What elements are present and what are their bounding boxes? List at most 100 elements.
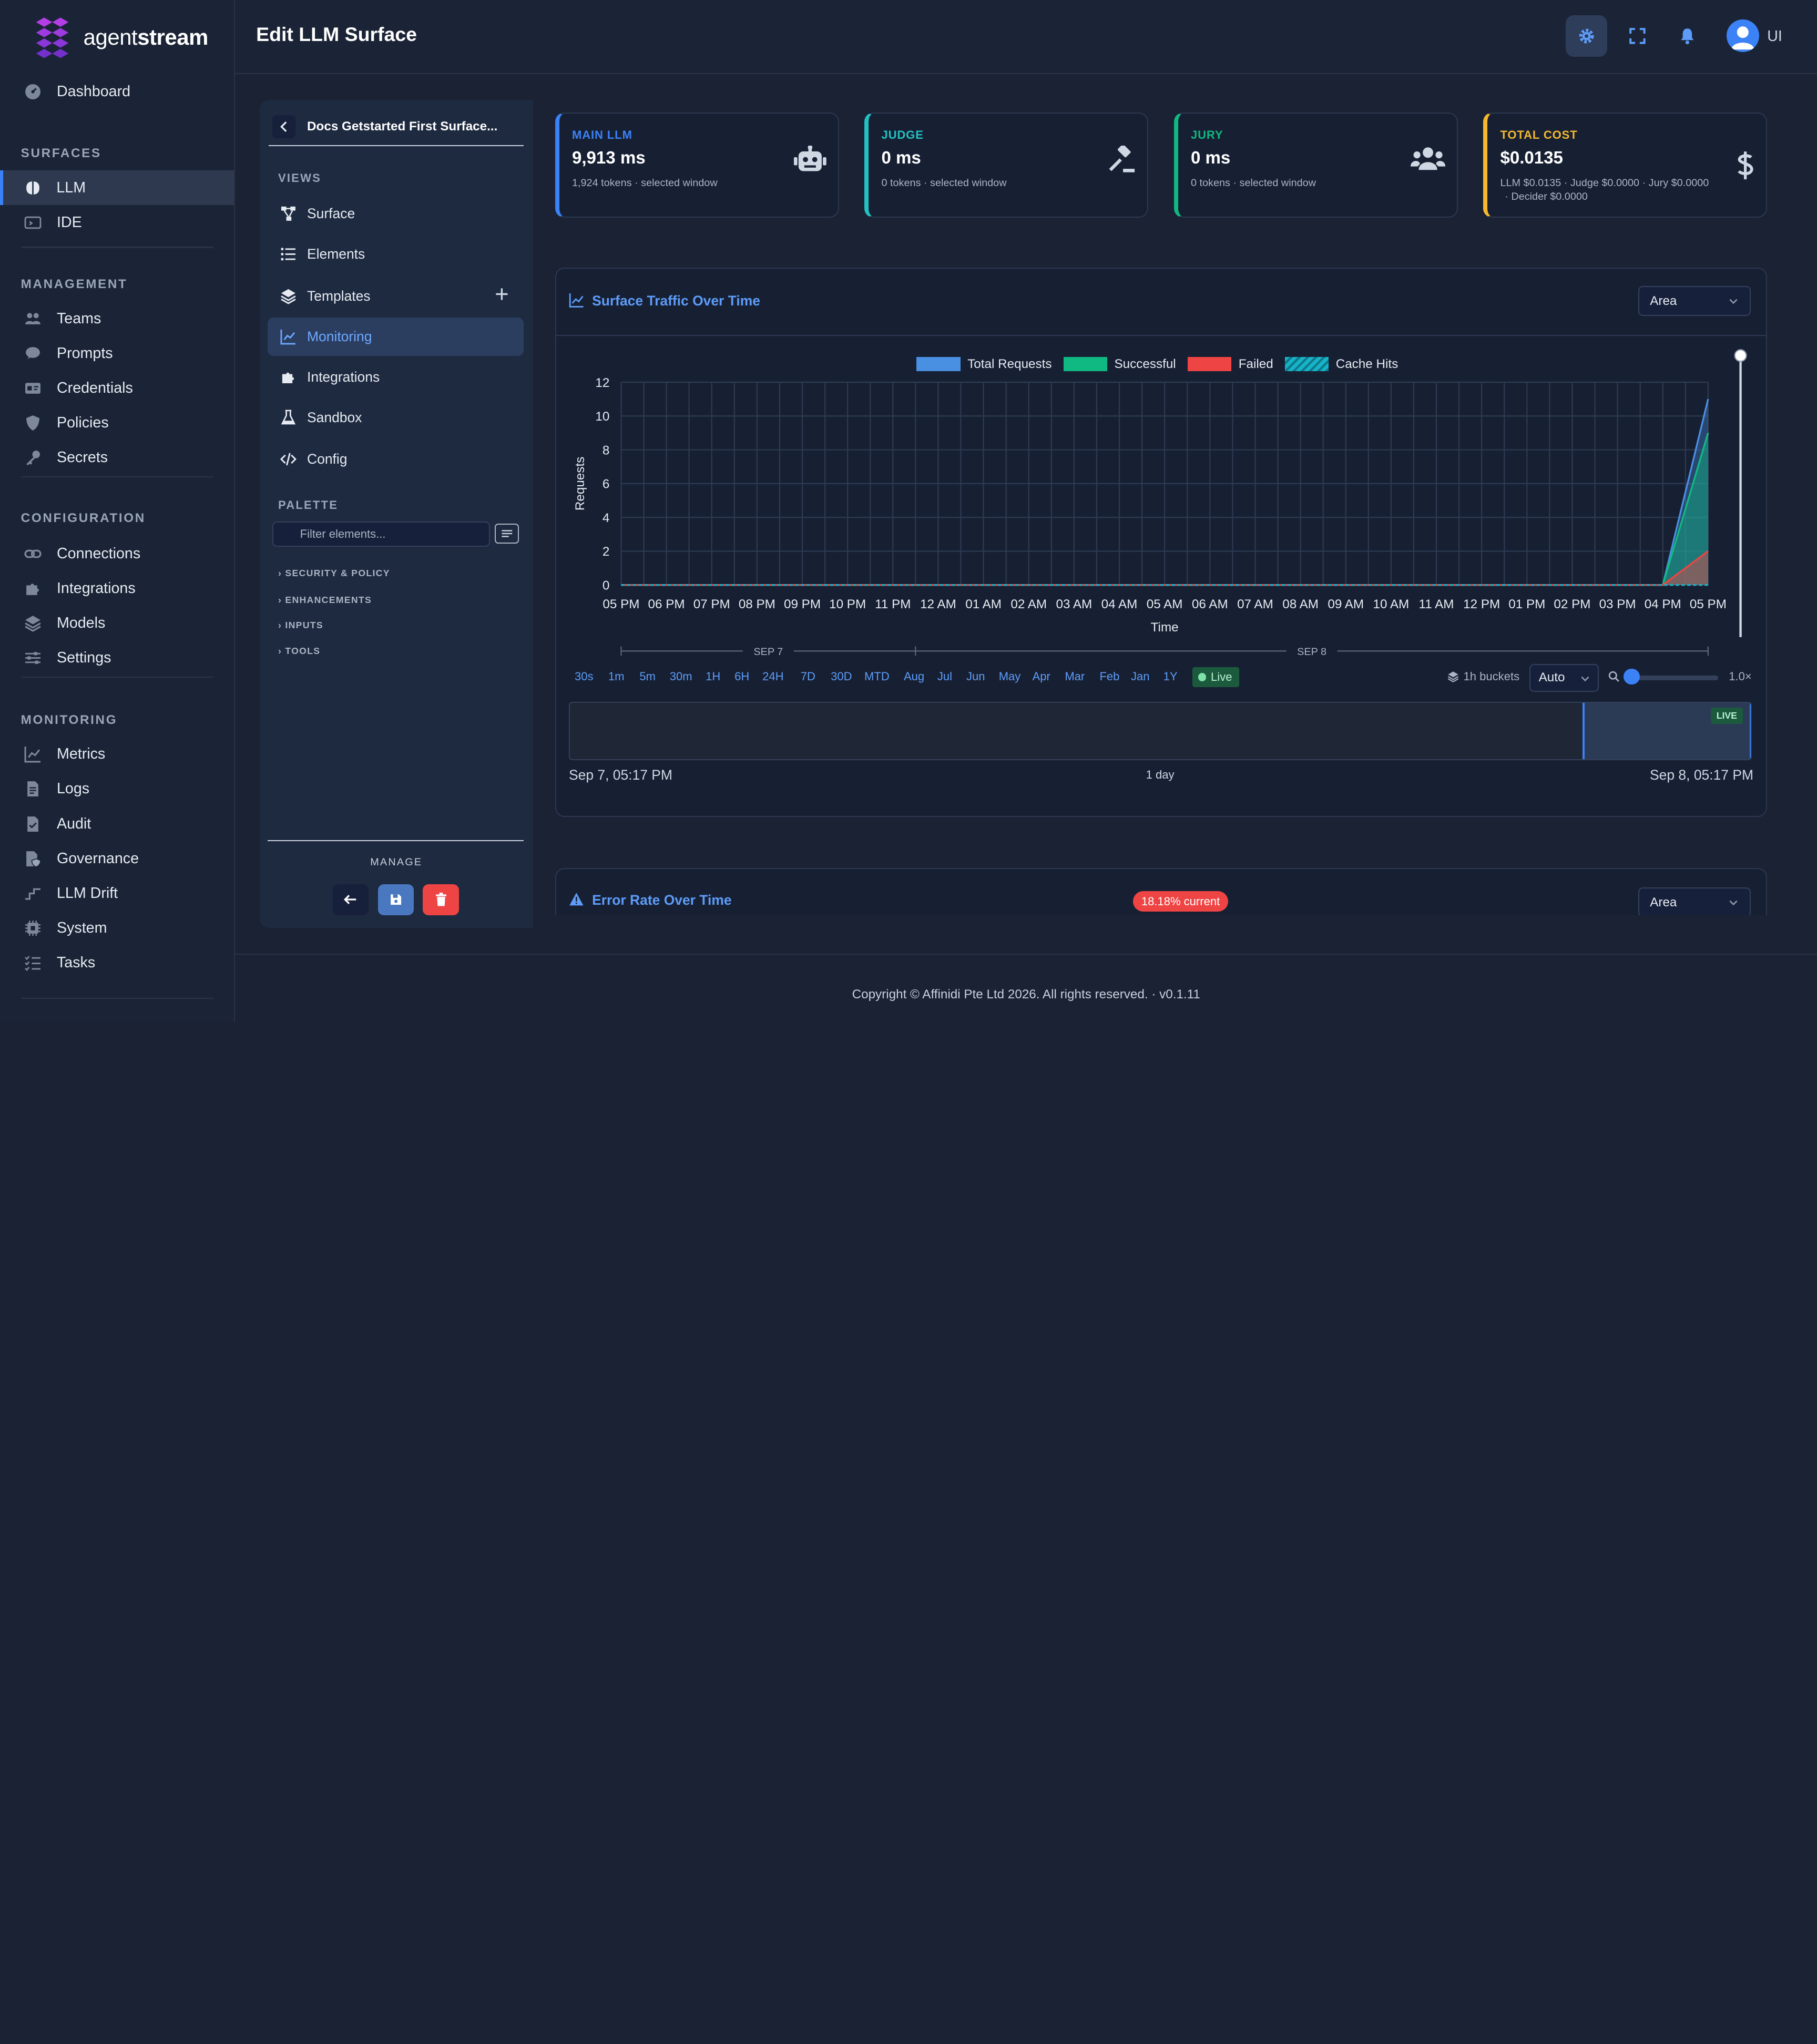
y-tick-label: 12 bbox=[595, 376, 609, 390]
user-initials[interactable]: UI bbox=[1767, 27, 1782, 45]
range-button-jun[interactable]: Jun bbox=[966, 669, 985, 683]
back-arrow-button[interactable] bbox=[332, 884, 369, 916]
back-button[interactable] bbox=[272, 115, 296, 139]
manage-label: MANAGE bbox=[370, 856, 423, 868]
group-security-policy[interactable]: › SECURITY & POLICY bbox=[278, 568, 390, 578]
users-icon bbox=[25, 312, 41, 324]
range-button-1y[interactable]: 1Y bbox=[1163, 669, 1178, 683]
legend-label: Total Requests bbox=[967, 356, 1052, 371]
range-button-30d[interactable]: 30D bbox=[831, 669, 852, 683]
range-button-7d[interactable]: 7D bbox=[800, 669, 815, 683]
nav-policies[interactable]: Policies bbox=[0, 405, 234, 440]
legend-swatch-total bbox=[916, 357, 961, 371]
range-button-1m[interactable]: 1m bbox=[608, 669, 625, 683]
nav-label: Dashboard bbox=[56, 83, 131, 100]
timeline-selection[interactable]: LIVE bbox=[1583, 703, 1751, 759]
fullscreen-button[interactable] bbox=[1617, 15, 1658, 57]
zoom-slider-track[interactable] bbox=[1624, 675, 1719, 680]
view-integrations[interactable]: Integrations bbox=[268, 358, 524, 396]
list-icon bbox=[281, 248, 296, 261]
user-avatar[interactable] bbox=[1727, 19, 1759, 53]
error-chart-type-select[interactable]: Area bbox=[1638, 887, 1751, 916]
live-indicator[interactable]: Live bbox=[1192, 667, 1239, 687]
range-button-jul[interactable]: Jul bbox=[937, 669, 953, 683]
save-button[interactable] bbox=[377, 884, 414, 916]
view-elements[interactable]: Elements bbox=[268, 235, 524, 273]
surface-back-row[interactable]: Docs Getstarted First Surface... bbox=[269, 109, 524, 146]
view-label: Elements bbox=[307, 246, 365, 262]
timeline-brush[interactable]: LIVE bbox=[568, 702, 1752, 760]
list-view-button[interactable] bbox=[495, 524, 519, 544]
nav-models[interactable]: Models bbox=[0, 606, 234, 641]
range-button-6h[interactable]: 6H bbox=[734, 669, 750, 683]
range-button-feb[interactable]: Feb bbox=[1099, 669, 1120, 683]
view-label: Monitoring bbox=[307, 328, 372, 344]
zoom-slider-thumb[interactable] bbox=[1623, 668, 1640, 685]
nav-governance[interactable]: Governance bbox=[0, 841, 234, 876]
bucket-select[interactable]: Auto bbox=[1529, 663, 1599, 692]
nav-settings[interactable]: Settings bbox=[0, 641, 234, 676]
nav-dashboard[interactable]: Dashboard bbox=[0, 74, 234, 109]
chart-type-select[interactable]: Area bbox=[1638, 286, 1751, 316]
range-button-mar[interactable]: Mar bbox=[1065, 669, 1085, 683]
range-button-1h[interactable]: 1H bbox=[706, 669, 721, 683]
group-tools[interactable]: › TOOLS bbox=[278, 645, 321, 656]
nav-label: Metrics bbox=[56, 745, 106, 763]
range-button-30m[interactable]: 30m bbox=[669, 669, 692, 683]
nav-audit[interactable]: Audit bbox=[0, 806, 234, 841]
card-title: MAIN LLM bbox=[571, 128, 632, 142]
nav-label: Logs bbox=[56, 780, 90, 798]
nav-tasks[interactable]: Tasks bbox=[0, 946, 234, 980]
range-button-5m[interactable]: 5m bbox=[639, 669, 656, 683]
range-button-jan[interactable]: Jan bbox=[1130, 669, 1150, 683]
nav-connections[interactable]: Connections bbox=[0, 536, 234, 571]
view-surface[interactable]: Surface bbox=[268, 195, 524, 233]
brand-logo[interactable]: agentstream bbox=[33, 15, 208, 59]
card-value: 9,913 ms bbox=[571, 148, 646, 168]
nav-metrics[interactable]: Metrics bbox=[0, 737, 234, 772]
users-icon bbox=[1410, 147, 1445, 170]
nav-prompts[interactable]: Prompts bbox=[0, 336, 234, 371]
range-button-apr[interactable]: Apr bbox=[1032, 669, 1050, 683]
nav-logs[interactable]: Logs bbox=[0, 772, 234, 806]
range-button-aug[interactable]: Aug bbox=[903, 669, 925, 683]
id-card-icon bbox=[25, 383, 41, 394]
x-tick-label: 02 AM bbox=[1010, 597, 1047, 611]
nav-ide[interactable]: IDE bbox=[0, 205, 234, 240]
add-template-icon[interactable] bbox=[494, 286, 510, 302]
agentstream-logo-icon bbox=[36, 17, 69, 58]
nav-integrations[interactable]: Integrations bbox=[0, 571, 234, 606]
y-tick-label: 10 bbox=[595, 410, 609, 424]
range-button-30s[interactable]: 30s bbox=[575, 669, 594, 683]
nav-credentials[interactable]: Credentials bbox=[0, 371, 234, 405]
delete-button[interactable] bbox=[423, 884, 459, 916]
filter-elements-input[interactable] bbox=[272, 521, 491, 547]
x-tick-label: 01 AM bbox=[965, 597, 1002, 611]
nav-divider bbox=[21, 247, 213, 248]
y-tick-label: 6 bbox=[603, 477, 609, 492]
view-config[interactable]: Config bbox=[268, 441, 524, 479]
view-templates[interactable]: Templates bbox=[268, 277, 524, 315]
chevron-down-icon bbox=[1581, 676, 1589, 682]
nav-llm[interactable]: LLM bbox=[0, 170, 234, 206]
range-button-may[interactable]: May bbox=[998, 669, 1021, 683]
range-button-mtd[interactable]: MTD bbox=[864, 669, 890, 683]
code-icon bbox=[280, 453, 297, 466]
view-monitoring[interactable]: Monitoring bbox=[268, 317, 524, 356]
nodes-icon bbox=[281, 207, 296, 221]
range-button-24h[interactable]: 24H bbox=[762, 669, 784, 683]
group-inputs[interactable]: › INPUTS bbox=[278, 620, 323, 631]
dollar-icon bbox=[1738, 151, 1753, 180]
nav-secrets[interactable]: Secrets bbox=[0, 441, 234, 475]
nav-teams[interactable]: Teams bbox=[0, 301, 234, 336]
view-sandbox[interactable]: Sandbox bbox=[268, 398, 524, 437]
nav-system[interactable]: System bbox=[0, 911, 234, 945]
trash-icon bbox=[435, 893, 446, 906]
chevron-down-icon bbox=[1729, 900, 1738, 905]
nav-llm-drift[interactable]: LLM Drift bbox=[0, 876, 234, 911]
nav-label: Governance bbox=[56, 850, 139, 867]
view-label: Surface bbox=[307, 206, 355, 222]
notifications-button[interactable] bbox=[1666, 15, 1708, 57]
settings-button[interactable] bbox=[1565, 15, 1608, 57]
group-enhancements[interactable]: › ENHANCEMENTS bbox=[278, 594, 372, 605]
